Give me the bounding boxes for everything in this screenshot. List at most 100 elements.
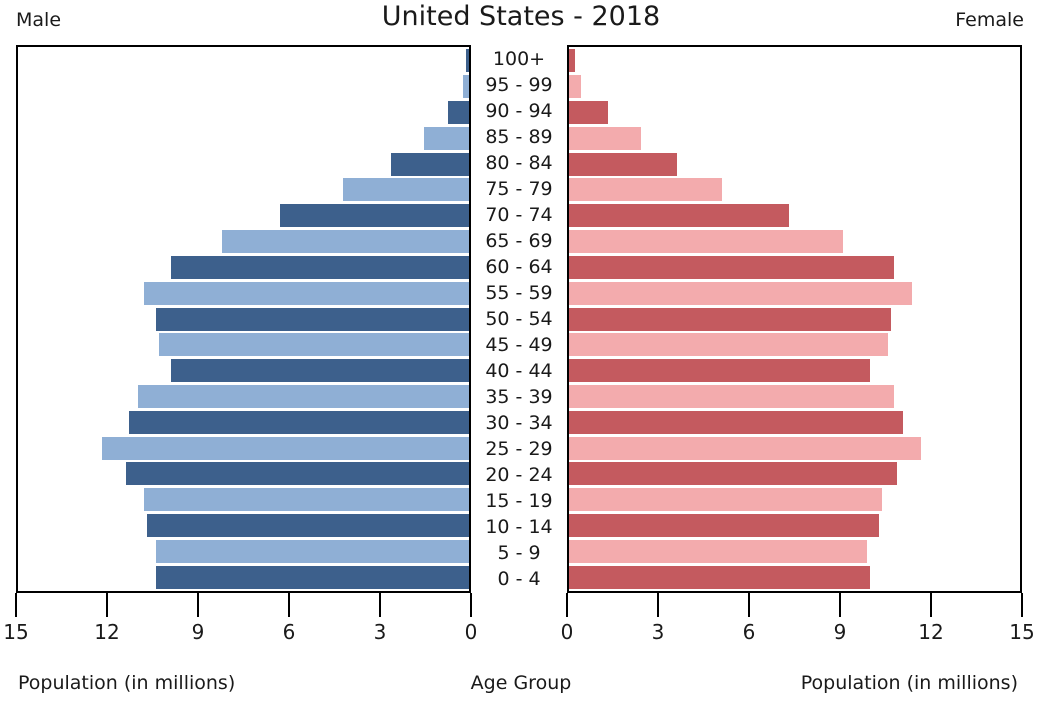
male-bar	[465, 49, 469, 73]
x-axis-tick-label: 6	[282, 620, 296, 644]
chart-title: United States - 2018	[381, 1, 661, 32]
x-axis-tick	[197, 593, 199, 617]
female-bar-row	[569, 306, 1020, 332]
female-bar	[569, 384, 894, 408]
female-bars	[569, 47, 1020, 591]
x-axis-tick-label: 0	[560, 620, 574, 644]
female-bar	[569, 75, 582, 99]
male-bar-row	[18, 513, 469, 539]
female-bar	[569, 49, 575, 73]
male-bar-row	[18, 435, 469, 461]
female-bar	[569, 539, 867, 563]
male-bar	[102, 436, 469, 460]
age-group-label: 45 - 49	[485, 334, 553, 356]
female-bar	[569, 101, 609, 125]
age-group-label: 85 - 89	[485, 126, 553, 148]
male-bar-row	[18, 461, 469, 487]
female-bar-row	[569, 151, 1020, 177]
female-bar-row	[569, 384, 1020, 410]
female-bar-row	[569, 332, 1020, 358]
x-axis-tick	[15, 593, 17, 617]
age-group-label: 10 - 14	[485, 516, 553, 538]
female-bar	[569, 565, 870, 589]
female-bar	[569, 307, 891, 331]
female-bar	[569, 178, 723, 202]
age-group-label: 65 - 69	[485, 230, 553, 252]
male-bars	[18, 47, 469, 591]
x-axis-tick-label: 3	[651, 620, 665, 644]
male-bar	[342, 178, 469, 202]
x-axis-tick	[379, 593, 381, 617]
age-group-label: 0 - 4	[497, 568, 541, 590]
male-series-label: Male	[16, 9, 62, 31]
male-bar-row	[18, 125, 469, 151]
male-x-axis-ticks: 15 12 9 6 3 0	[3, 593, 477, 645]
female-x-axis-ticks: 0 3 6 9 12 15	[561, 593, 1035, 645]
male-bar-row	[18, 409, 469, 435]
female-bar-row	[569, 229, 1020, 255]
female-bar-row	[569, 435, 1020, 461]
age-group-axis-title: Age Group	[470, 672, 572, 694]
age-group-label: 35 - 39	[485, 386, 553, 408]
male-bar	[126, 462, 469, 486]
male-bar	[423, 126, 469, 150]
female-bar-row	[569, 203, 1020, 229]
x-axis-tick-label: 12	[918, 620, 944, 644]
male-bar-row	[18, 100, 469, 126]
x-axis-tick	[566, 593, 568, 617]
axis-titles: Population (in millions) Age Group Popul…	[0, 672, 1042, 702]
x-axis-tick-label: 9	[833, 620, 847, 644]
female-bar-row	[569, 125, 1020, 151]
x-axis-tick-label: 6	[742, 620, 756, 644]
male-bar	[156, 565, 469, 589]
age-group-label: 80 - 84	[485, 152, 553, 174]
male-bar	[156, 307, 469, 331]
male-axis-title: Population (in millions)	[18, 672, 236, 694]
female-bar	[569, 230, 843, 254]
female-bar-row	[569, 513, 1020, 539]
female-bar-row	[569, 255, 1020, 281]
female-series-label: Female	[955, 9, 1024, 31]
female-bar-row	[569, 358, 1020, 384]
x-axis-tick-label: 12	[94, 620, 120, 644]
x-axis-tick-label: 0	[464, 620, 478, 644]
male-bar	[156, 539, 469, 563]
male-bar-row	[18, 203, 469, 229]
female-bar-row	[569, 74, 1020, 100]
male-bar-row	[18, 151, 469, 177]
x-axis-tick-label: 9	[191, 620, 205, 644]
age-group-label: 30 - 34	[485, 412, 553, 434]
male-bar	[138, 384, 469, 408]
female-bar	[569, 126, 642, 150]
male-bar	[222, 230, 469, 254]
age-group-label: 15 - 19	[485, 490, 553, 512]
male-bar	[279, 204, 469, 228]
female-axis-title: Population (in millions)	[800, 672, 1018, 694]
female-bar-row	[569, 280, 1020, 306]
age-group-label: 100+	[492, 48, 546, 70]
male-bar-row	[18, 487, 469, 513]
age-group-label: 5 - 9	[497, 542, 541, 564]
female-bar	[569, 281, 912, 305]
female-bar	[569, 204, 789, 228]
age-group-labels: 100+ 95 - 99 90 - 94 85 - 89 80 - 84 75 - 79 7…	[471, 45, 567, 593]
age-group-label: 55 - 59	[485, 282, 553, 304]
female-bar	[569, 488, 882, 512]
female-bar	[569, 255, 894, 279]
female-bar	[569, 410, 903, 434]
male-bar-row	[18, 384, 469, 410]
age-group-label: 90 - 94	[485, 100, 553, 122]
male-bar-row	[18, 306, 469, 332]
x-axis-tick	[839, 593, 841, 617]
male-bar-row	[18, 74, 469, 100]
male-bar	[463, 75, 469, 99]
female-bar	[569, 514, 879, 538]
female-bar-row	[569, 409, 1020, 435]
female-panel	[567, 45, 1022, 593]
x-axis-tick	[288, 593, 290, 617]
age-group-label: 95 - 99	[485, 74, 553, 96]
female-bar	[569, 333, 888, 357]
male-bar	[171, 255, 469, 279]
male-bar-row	[18, 280, 469, 306]
